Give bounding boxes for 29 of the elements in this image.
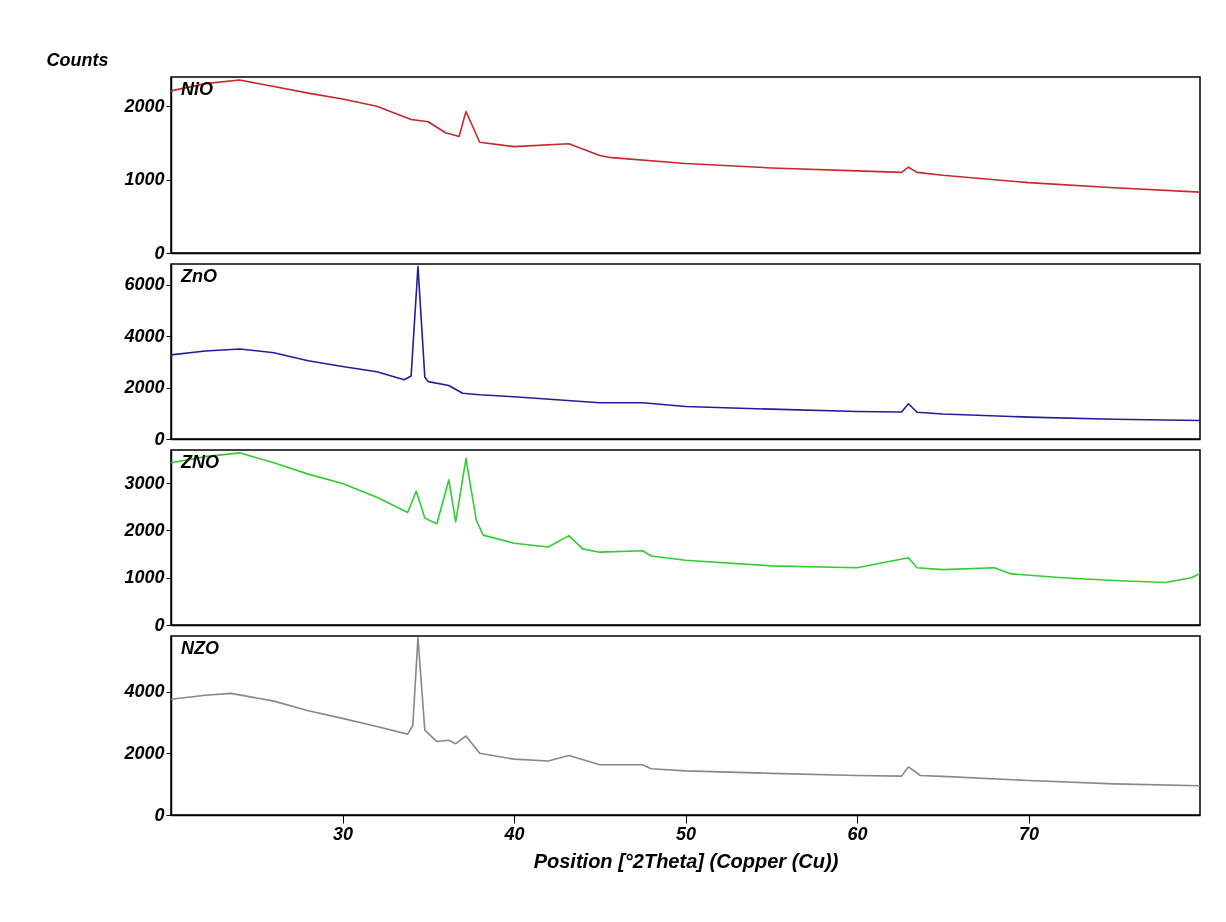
series-label: ZNO [180, 452, 219, 472]
y-tick-label: 2000 [123, 377, 165, 398]
y-tick-label: 6000 [124, 274, 165, 295]
x-tick-label: 60 [847, 823, 868, 844]
y-axis-title: Counts [46, 49, 109, 70]
y-tick-label: 1000 [124, 169, 165, 190]
y-tick-label: 4000 [123, 325, 165, 346]
y-tick-label: 0 [154, 242, 165, 263]
y-tick-label: 0 [154, 804, 165, 825]
text: ZnO [180, 266, 217, 286]
y-tick-label: 3000 [124, 472, 165, 493]
x-tick-label: 40 [503, 823, 525, 844]
x-tick-label: 30 [332, 823, 354, 844]
line-series [171, 265, 1200, 422]
line-series [171, 79, 1200, 193]
y-tick-label: 0 [154, 428, 165, 449]
y-tick-label: 1000 [124, 567, 165, 588]
series-label: NiO [181, 79, 214, 99]
y-tick-label: 4000 [123, 681, 165, 702]
y-tick-label: 0 [154, 614, 165, 635]
x-tick-label: 50 [675, 823, 697, 844]
x-tick-label: 70 [1018, 823, 1040, 844]
y-tick-label: 2000 [123, 95, 165, 116]
x-axis-title: Position [°2Theta] (Copper (Cu)) [533, 849, 839, 872]
y-tick-label: 2000 [123, 742, 165, 763]
line-series [171, 636, 1200, 787]
text: NZO [181, 638, 219, 658]
y-tick-label: 2000 [123, 519, 165, 540]
line-series [171, 452, 1200, 584]
